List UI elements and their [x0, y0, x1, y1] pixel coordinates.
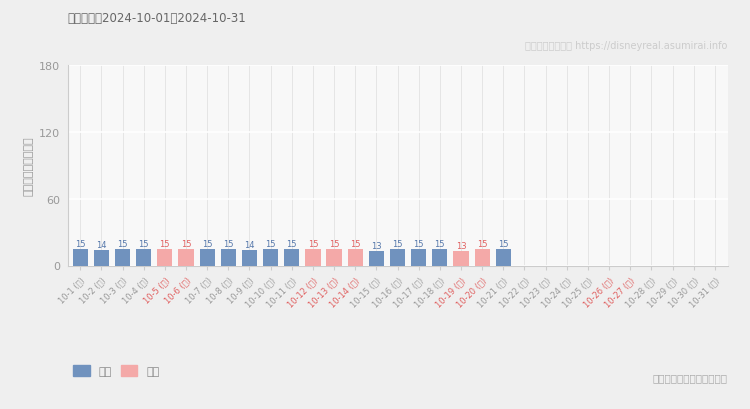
Bar [390, 249, 405, 266]
Text: 15: 15 [75, 239, 86, 248]
Bar [115, 249, 130, 266]
Bar [220, 249, 236, 266]
Bar [200, 249, 214, 266]
Text: 15: 15 [498, 239, 508, 248]
Text: 15: 15 [413, 239, 424, 248]
Text: 13: 13 [456, 241, 466, 250]
Text: 15: 15 [266, 239, 276, 248]
Bar [284, 249, 299, 266]
Bar [73, 249, 88, 266]
Bar [347, 249, 363, 266]
Text: 15: 15 [286, 239, 297, 248]
Text: 15: 15 [181, 239, 191, 248]
Bar [411, 249, 426, 266]
Bar [242, 250, 257, 266]
Bar [305, 249, 320, 266]
Text: 15: 15 [434, 239, 445, 248]
Text: 15: 15 [160, 239, 170, 248]
Y-axis label: 平均待ち時間（分）: 平均待ち時間（分） [23, 136, 33, 196]
Bar [94, 250, 109, 266]
Bar [453, 252, 469, 266]
Text: 集計期間：2024-10-01～2024-10-31: 集計期間：2024-10-01～2024-10-31 [68, 12, 246, 25]
Text: 14: 14 [96, 240, 106, 249]
Bar [432, 249, 448, 266]
Text: 15: 15 [223, 239, 233, 248]
Text: ディズニーリアル https://disneyreal.asumirai.info: ディズニーリアル https://disneyreal.asumirai.inf… [525, 41, 728, 51]
Legend: 平日, 休日: 平日, 休日 [73, 365, 160, 377]
Bar [178, 249, 194, 266]
Bar [369, 252, 384, 266]
Text: 15: 15 [328, 239, 339, 248]
Text: 15: 15 [117, 239, 128, 248]
Text: 15: 15 [202, 239, 212, 248]
Text: カントリーベア・シアター: カントリーベア・シアター [652, 372, 728, 382]
Bar [326, 249, 342, 266]
Bar [158, 249, 172, 266]
Text: 13: 13 [371, 241, 382, 250]
Bar [136, 249, 152, 266]
Bar [496, 249, 511, 266]
Text: 15: 15 [392, 239, 403, 248]
Bar [475, 249, 490, 266]
Text: 15: 15 [350, 239, 361, 248]
Text: 15: 15 [477, 239, 488, 248]
Text: 15: 15 [308, 239, 318, 248]
Bar [263, 249, 278, 266]
Text: 15: 15 [139, 239, 149, 248]
Text: 14: 14 [244, 240, 255, 249]
